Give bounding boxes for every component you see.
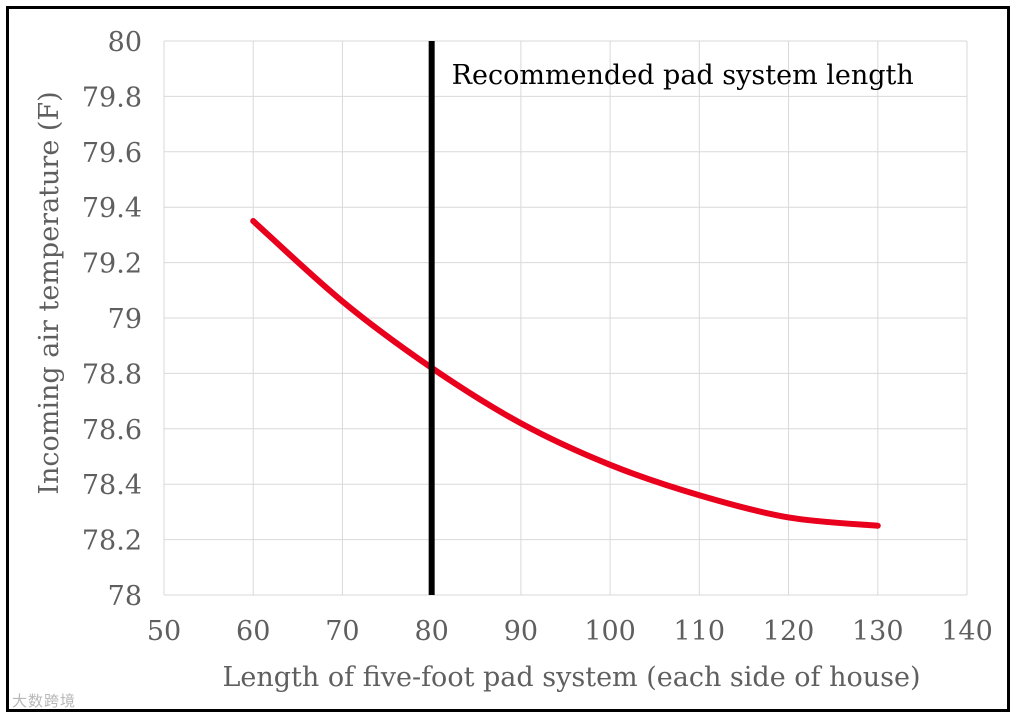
y-tick-label: 79 xyxy=(108,304,142,335)
y-tick-label: 79.8 xyxy=(82,82,142,113)
x-tick-label: 60 xyxy=(236,616,270,647)
y-tick-label: 78.6 xyxy=(82,415,142,446)
grid xyxy=(163,40,968,596)
x-tick-label: 100 xyxy=(584,616,636,647)
x-tick-label: 80 xyxy=(414,616,448,647)
y-tick-label: 80 xyxy=(108,27,142,58)
y-tick-label: 79.6 xyxy=(82,138,142,169)
x-tick-label: 130 xyxy=(852,616,904,647)
series-line xyxy=(250,218,881,529)
chart-frame: 50 60 70 80 90 100 110 120 130 140 78 78.2 78.4 78.6 7… xyxy=(6,6,1010,712)
y-tick-label: 79.4 xyxy=(82,193,142,224)
x-tick-label: 50 xyxy=(147,616,181,647)
x-tick-label: 110 xyxy=(674,616,726,647)
series-layer xyxy=(250,218,881,529)
annotation-label: Recommended pad system length xyxy=(452,60,914,91)
y-axis-title: Incoming air temperature (F) xyxy=(34,91,65,494)
y-tick-label: 78.4 xyxy=(82,470,142,501)
line-chart: 50 60 70 80 90 100 110 120 130 140 78 78.2 78.4 78.6 7… xyxy=(34,27,993,693)
x-tick-label: 70 xyxy=(325,616,359,647)
x-axis-title: Length of five-foot pad system (each sid… xyxy=(222,662,920,693)
x-tick-label: 90 xyxy=(504,616,538,647)
watermark: 大数跨境 xyxy=(12,692,77,710)
y-tick-label: 78.8 xyxy=(82,359,142,390)
y-tick-label: 79.2 xyxy=(82,249,142,280)
x-tick-label: 120 xyxy=(763,616,815,647)
y-tick-label: 78 xyxy=(108,581,142,612)
y-tick-label: 78.2 xyxy=(82,526,142,557)
x-tick-label: 140 xyxy=(941,616,993,647)
tick-labels: 50 60 70 80 90 100 110 120 130 140 78 78.2 78.4 78.6 7… xyxy=(82,27,993,647)
